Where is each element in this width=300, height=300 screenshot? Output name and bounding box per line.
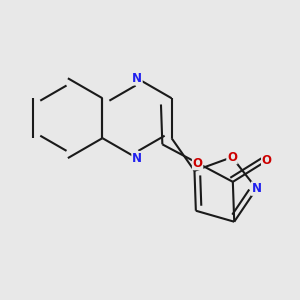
Text: N: N (132, 72, 142, 85)
Text: N: N (251, 182, 262, 195)
Text: O: O (262, 154, 272, 167)
Text: N: N (132, 152, 142, 165)
Text: O: O (227, 151, 237, 164)
Text: O: O (193, 157, 202, 169)
